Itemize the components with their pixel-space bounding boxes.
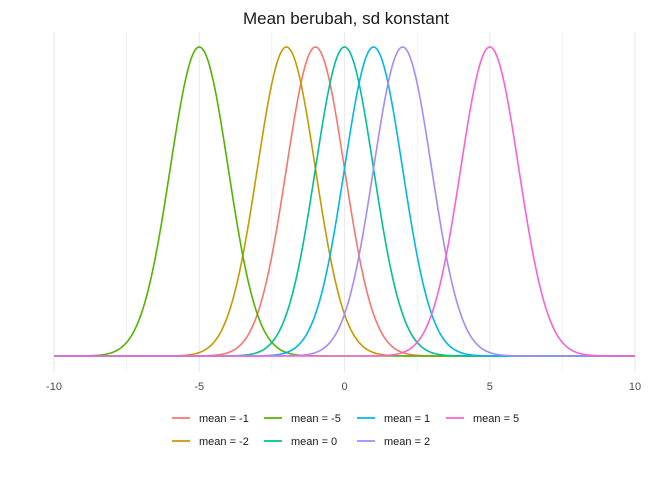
x-tick-label: -10 [46, 381, 62, 393]
legend-item: mean = -2 [172, 436, 249, 448]
legend-label: mean = 2 [384, 436, 430, 448]
density-line-mean-5 [54, 46, 635, 357]
legend-item: mean = 5 [446, 413, 519, 425]
legend-label: mean = 5 [473, 413, 519, 425]
x-tick-label: 10 [629, 381, 641, 393]
legend-item: mean = 0 [264, 436, 337, 448]
chart-title: Mean berubah, sd konstant [243, 9, 449, 28]
x-tick-label: 0 [341, 381, 347, 393]
legend-item: mean = 2 [357, 436, 430, 448]
x-tick-label: 5 [487, 381, 493, 393]
legend-label: mean = -1 [199, 413, 249, 425]
legend: mean = -1 mean = -2 mean = -5 mean = 0 mean … [172, 413, 519, 448]
legend-label: mean = 0 [291, 436, 337, 448]
legend-label: mean = -5 [291, 413, 341, 425]
density-curves [54, 46, 635, 357]
legend-label: mean = 1 [384, 413, 430, 425]
legend-item: mean = 1 [357, 413, 430, 425]
legend-item: mean = -5 [264, 413, 341, 425]
legend-item: mean = -1 [172, 413, 249, 425]
legend-label: mean = -2 [199, 436, 249, 448]
x-tick-label: -5 [194, 381, 204, 393]
grid-lines [53, 32, 636, 372]
x-axis-ticks: -10 -5 0 5 10 [46, 381, 641, 393]
